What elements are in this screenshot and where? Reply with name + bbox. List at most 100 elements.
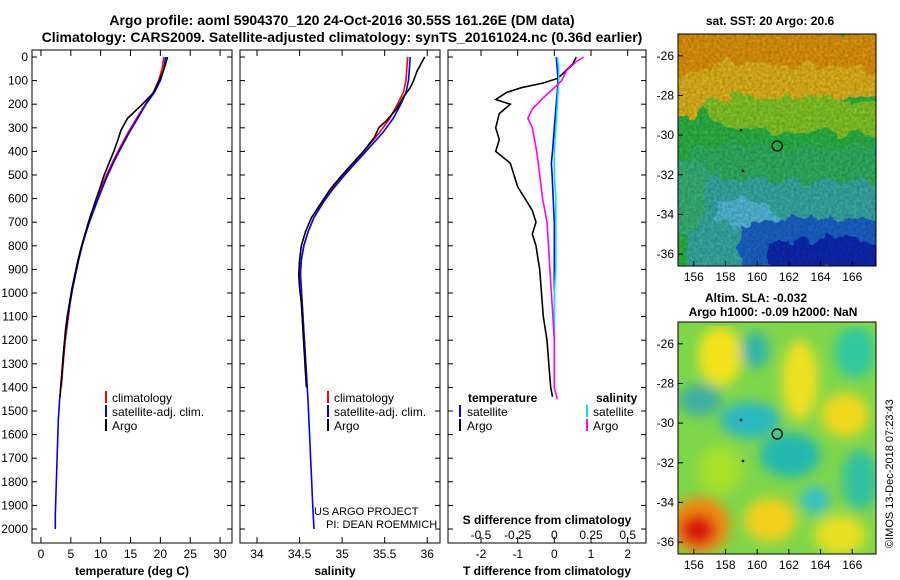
x-tick-label: 2: [624, 547, 631, 561]
series-line-argo: [297, 56, 426, 388]
x-tick-label: 15: [124, 547, 138, 561]
salinity-xlabel: salinity: [314, 564, 356, 578]
x2-tick-label: 0.5: [619, 528, 636, 542]
salinity-lines: [297, 56, 426, 530]
x-tick-label: -2: [476, 547, 487, 561]
depth-tick-label: 0: [21, 50, 28, 64]
depth-tick-label: 700: [8, 215, 28, 229]
sla-map-frame: [677, 321, 877, 555]
salinity-plot-frame: [239, 49, 441, 544]
sst-argo-position-marker: [771, 140, 783, 152]
x-tick-label: 35.5: [373, 547, 397, 561]
sla-track-point: [741, 459, 745, 463]
x-tick-label: 34.5: [288, 547, 312, 561]
sst-map-title: sat. SST: 20 Argo: 20.6: [706, 14, 835, 28]
x2-tick-label: 0.25: [579, 528, 603, 542]
x-tick-label: 35: [335, 547, 349, 561]
map-y-tick-label: -30: [657, 128, 675, 142]
difference-legend-salinity: salinity satellite Argo: [586, 391, 638, 433]
map-x-tick-label: 162: [779, 558, 799, 572]
sla-argo-position-marker: [771, 428, 783, 440]
x-tick-label: 10: [94, 547, 108, 561]
legend-salinity-title: salinity: [596, 391, 638, 405]
sla-map-title-1: Altim. SLA: -0.032: [705, 291, 807, 305]
map-y-tick-label: -28: [657, 88, 675, 102]
difference-panel: -2 -1 0 1 2 -0.5 -0.25 0 0.25 0.5 S difference fr…: [447, 49, 647, 578]
legend-s-argo-label: Argo: [593, 419, 619, 433]
salinity-panel: 34 34.5 35 35.5 36 salinity climatology sate…: [239, 49, 441, 578]
map-y-tick-label: -30: [657, 416, 675, 430]
legend-t-satellite-label: satellite: [467, 405, 508, 419]
title-line-2: Climatology: CARS2009. Satellite-adjuste…: [42, 29, 643, 45]
map-y-tick-label: -34: [657, 207, 675, 221]
map-x-tick-label: 166: [842, 558, 862, 572]
difference-plot-frame: [447, 49, 647, 544]
x-tick-label: 20: [154, 547, 168, 561]
depth-tick-label: 1500: [1, 404, 28, 418]
difference-x2label: S difference from climatology: [463, 513, 632, 527]
sst-map-panel: sat. SST: 20 Argo: 20.6 156 158 160 162 164 1…: [657, 14, 877, 284]
map-y-tick-label: -36: [657, 535, 675, 549]
legend-temperature-title: temperature: [468, 391, 538, 405]
x-tick-label: 0: [38, 547, 45, 561]
x2-tick-label: 0: [551, 528, 558, 542]
temperature-xlabel: temperature (deg C): [75, 564, 189, 578]
depth-tick-label: 400: [8, 144, 28, 158]
temperature-plot-frame: [31, 49, 233, 544]
sla-map-ticks: 156 158 160 162 164 166 -26 -28 -30 -32 -34 -36: [657, 337, 863, 572]
difference-legend-temperature: temperature satellite Argo: [459, 391, 538, 433]
difference-lines: [493, 56, 585, 400]
map-y-tick-label: -26: [657, 49, 675, 63]
x2-tick-label: -0.25: [504, 528, 532, 542]
depth-tick-label: 200: [8, 97, 28, 111]
legend-climatology-label: climatology: [112, 391, 172, 405]
x-tick-label: 30: [213, 547, 227, 561]
x-tick-label: 1: [588, 547, 595, 561]
map-x-tick-label: 156: [684, 558, 704, 572]
series-line-temperature-argo: [493, 56, 578, 397]
map-y-tick-label: -32: [657, 168, 675, 182]
temperature-ticks: 0 5 10 15 20 25 30: [32, 50, 232, 561]
sst-map-image: [678, 34, 876, 266]
series-line-salinity-argo: [527, 56, 585, 400]
map-y-tick-label: -34: [657, 495, 675, 509]
map-x-tick-label: 160: [747, 558, 767, 572]
map-x-tick-label: 156: [684, 270, 704, 284]
depth-tick-label: 1800: [1, 475, 28, 489]
depth-tick-label: 1600: [1, 428, 28, 442]
sst-map-frame: [677, 33, 877, 267]
sla-track-point: [739, 418, 743, 422]
legend-t-argo-label: Argo: [467, 419, 493, 433]
salinity-legend: climatology satellite-adj. clim. Argo: [327, 391, 426, 433]
sst-track-point: [741, 169, 745, 173]
map-x-tick-label: 166: [842, 270, 862, 284]
x-tick-label: 36: [421, 547, 435, 561]
salinity-ticks: 34 34.5 35 35.5 36: [240, 50, 440, 561]
x-tick-label: 0: [551, 547, 558, 561]
sst-map-ticks: 156 158 160 162 164 166 -26 -28 -30 -32 -34 -36: [657, 49, 863, 284]
sla-map-panel: Altim. SLA: -0.032 Argo h1000: -0.09 h20…: [657, 291, 877, 572]
legend-satellite-label: satellite-adj. clim.: [334, 405, 426, 419]
temperature-legend: climatology satellite-adj. clim. Argo: [105, 391, 204, 433]
depth-tick-label: 1100: [2, 310, 28, 324]
legend-s-satellite-label: satellite: [593, 405, 634, 419]
x-tick-label: 34: [250, 547, 264, 561]
depth-tick-label: 1700: [1, 451, 28, 465]
map-x-tick-label: 158: [716, 558, 736, 572]
title-line-1: Argo profile: aoml 5904370_120 24-Oct-20…: [109, 12, 574, 28]
sla-map-title-2: Argo h1000: -0.09 h2000: NaN: [689, 305, 858, 319]
series-line-argo: [59, 56, 169, 397]
map-y-tick-label: -28: [657, 376, 675, 390]
depth-tick-label: 1200: [1, 333, 28, 347]
depth-tick-label: 300: [8, 121, 28, 135]
map-x-tick-label: 158: [716, 270, 736, 284]
depth-tick-label: 900: [8, 262, 28, 276]
depth-tick-label: 800: [8, 239, 28, 253]
project-credit-line-1: US ARGO PROJECT: [314, 506, 419, 518]
map-x-tick-label: 164: [811, 558, 831, 572]
map-y-tick-label: -36: [657, 247, 675, 261]
sst-track-point: [739, 128, 743, 132]
depth-tick-label: 2000: [1, 522, 28, 536]
legend-argo-label: Argo: [112, 419, 138, 433]
